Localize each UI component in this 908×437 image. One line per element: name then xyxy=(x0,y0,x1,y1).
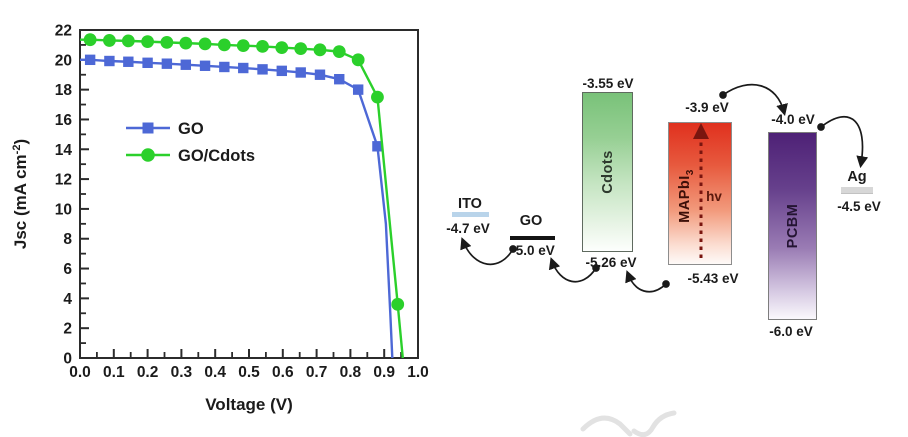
svg-text:6: 6 xyxy=(63,261,72,278)
mapbi-bottom-energy: -5.43 eV xyxy=(687,271,739,286)
svg-text:0.9: 0.9 xyxy=(373,364,395,381)
svg-text:GO: GO xyxy=(178,120,204,138)
ito-label: ITO xyxy=(458,196,482,212)
svg-text:0.7: 0.7 xyxy=(306,364,328,381)
svg-text:10: 10 xyxy=(55,201,72,218)
svg-text:2: 2 xyxy=(63,321,72,338)
svg-text:0.8: 0.8 xyxy=(340,364,362,381)
svg-text:12: 12 xyxy=(55,172,72,189)
svg-text:0.0: 0.0 xyxy=(69,364,91,381)
go-label: GO xyxy=(519,213,543,229)
mapbi-label: MAPbI3 xyxy=(677,169,696,223)
mapbi-top-energy: -3.9 eV xyxy=(685,100,729,115)
svg-text:0: 0 xyxy=(63,351,72,368)
svg-text:0.3: 0.3 xyxy=(171,364,193,381)
ito-level-bar xyxy=(452,212,489,217)
ag-level-bar xyxy=(841,187,873,194)
ito-energy-value: -4.7 eV xyxy=(446,221,490,236)
svg-text:8: 8 xyxy=(63,231,72,248)
svg-text:1.0: 1.0 xyxy=(407,364,429,381)
go-level-bar xyxy=(510,236,555,240)
cdots-label: Cdots xyxy=(599,150,616,194)
svg-text:0.2: 0.2 xyxy=(137,364,159,381)
svg-text:0.5: 0.5 xyxy=(238,364,260,381)
cdots-band xyxy=(582,92,633,252)
svg-text:18: 18 xyxy=(55,82,73,99)
svg-text:22: 22 xyxy=(55,23,72,40)
svg-text:Jsc (mA cm-2): Jsc (mA cm-2) xyxy=(11,139,30,249)
jv-curve-chart: 0.0 0.1 0.2 0.3 0.4 0.5 0.6 0.7 0.8 0.9 1.0 0 2 4 6 8 10… xyxy=(11,23,429,415)
cdots-top-energy: -3.55 eV xyxy=(582,76,634,91)
pcbm-bottom-energy: -6.0 eV xyxy=(769,324,813,339)
svg-text:4: 4 xyxy=(63,291,72,308)
pcbm-band xyxy=(768,132,817,320)
svg-text:14: 14 xyxy=(55,142,73,159)
svg-text:0.6: 0.6 xyxy=(272,364,294,381)
ag-label: Ag xyxy=(847,169,867,185)
svg-text:Voltage (V): Voltage (V) xyxy=(205,395,293,414)
cdots-bottom-energy: -5.26 eV xyxy=(585,255,637,270)
svg-text:20: 20 xyxy=(55,52,72,69)
pcbm-top-energy: -4.0 eV xyxy=(771,112,815,127)
go-energy-value: -5.0 eV xyxy=(511,243,555,258)
pcbm-label: PCBM xyxy=(784,203,801,249)
svg-text:0.1: 0.1 xyxy=(103,364,125,381)
photon-hv-label: hv xyxy=(706,189,722,204)
svg-text:0.4: 0.4 xyxy=(204,364,226,381)
svg-text:16: 16 xyxy=(55,112,73,129)
svg-text:GO/Cdots: GO/Cdots xyxy=(178,147,255,165)
ag-energy-value: -4.5 eV xyxy=(837,199,881,214)
